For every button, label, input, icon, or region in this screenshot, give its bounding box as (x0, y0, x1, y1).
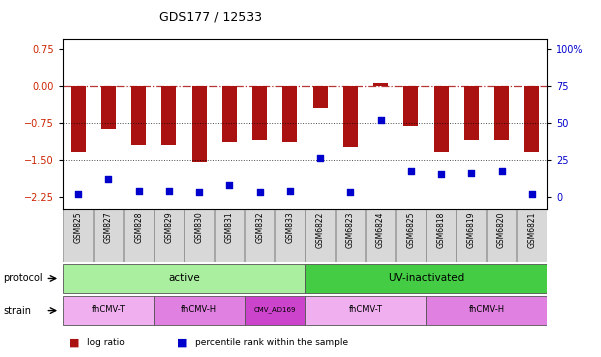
Bar (282, 86, 297, 142)
Bar (366, 209, 395, 262)
Bar (124, 209, 153, 262)
Text: percentile rank within the sample: percentile rank within the sample (195, 338, 349, 347)
Text: active: active (168, 273, 200, 283)
Point (406, 169, 416, 174)
Bar (154, 296, 245, 325)
Bar (192, 86, 207, 162)
Point (164, 188, 174, 193)
Bar (64, 209, 93, 262)
Point (436, 172, 446, 177)
Bar (185, 209, 214, 262)
Bar (396, 209, 426, 262)
Bar (245, 296, 305, 325)
Text: GSM828: GSM828 (134, 211, 143, 243)
Text: GSM6824: GSM6824 (376, 211, 385, 248)
Bar (426, 296, 547, 325)
Bar (215, 209, 244, 262)
Point (103, 176, 113, 182)
Text: GSM829: GSM829 (165, 211, 174, 243)
Text: fhCMV-T: fhCMV-T (349, 306, 382, 315)
Point (73, 191, 83, 196)
Bar (162, 86, 177, 145)
Text: GSM825: GSM825 (74, 211, 83, 243)
Point (316, 155, 325, 161)
Text: strain: strain (3, 306, 31, 316)
Bar (464, 86, 479, 140)
Bar (63, 296, 154, 325)
Text: fhCMV-H: fhCMV-H (181, 306, 217, 315)
Text: CMV_AD169: CMV_AD169 (254, 307, 296, 313)
Bar (63, 264, 305, 293)
Text: fhCMV-H: fhCMV-H (468, 306, 504, 315)
Bar (494, 86, 509, 140)
Bar (335, 209, 365, 262)
Bar (305, 296, 426, 325)
Text: GSM6821: GSM6821 (527, 211, 536, 248)
Bar (524, 86, 539, 152)
Bar (305, 264, 547, 293)
Text: GSM6825: GSM6825 (406, 211, 415, 248)
Text: ■: ■ (69, 338, 79, 348)
Bar (94, 209, 123, 262)
Bar (487, 209, 516, 262)
Text: GSM6819: GSM6819 (467, 211, 476, 248)
Bar (426, 209, 456, 262)
Text: GSM832: GSM832 (255, 211, 264, 243)
Text: GSM6823: GSM6823 (346, 211, 355, 248)
Text: log ratio: log ratio (87, 338, 125, 347)
Bar (403, 86, 418, 126)
Bar (433, 86, 448, 152)
Bar (343, 86, 358, 147)
Point (285, 188, 294, 193)
Point (466, 170, 476, 176)
Bar (305, 209, 335, 262)
Text: UV-inactivated: UV-inactivated (388, 273, 464, 283)
Point (255, 189, 264, 195)
Bar (252, 86, 267, 140)
Bar (245, 209, 275, 262)
Text: GSM831: GSM831 (225, 211, 234, 243)
Point (346, 189, 355, 195)
Point (194, 189, 204, 195)
Bar (457, 209, 486, 262)
Point (527, 191, 537, 196)
Bar (71, 86, 86, 152)
Bar (517, 209, 546, 262)
Text: GSM827: GSM827 (104, 211, 113, 243)
Bar (373, 82, 388, 86)
Point (134, 188, 144, 193)
Text: GSM6818: GSM6818 (436, 211, 445, 248)
Bar (101, 86, 116, 129)
Point (497, 169, 507, 174)
Text: GDS177 / 12533: GDS177 / 12533 (159, 11, 262, 24)
Text: fhCMV-T: fhCMV-T (91, 306, 126, 315)
Text: GSM830: GSM830 (195, 211, 204, 243)
Text: protocol: protocol (3, 273, 43, 283)
Bar (131, 86, 146, 145)
Bar (313, 86, 328, 108)
Bar (154, 209, 184, 262)
Text: ■: ■ (177, 338, 188, 348)
Text: GSM833: GSM833 (285, 211, 294, 243)
Bar (222, 86, 237, 142)
Point (225, 182, 234, 188)
Bar (275, 209, 305, 262)
Text: GSM6822: GSM6822 (316, 211, 325, 248)
Point (376, 117, 385, 123)
Text: GSM6820: GSM6820 (497, 211, 506, 248)
